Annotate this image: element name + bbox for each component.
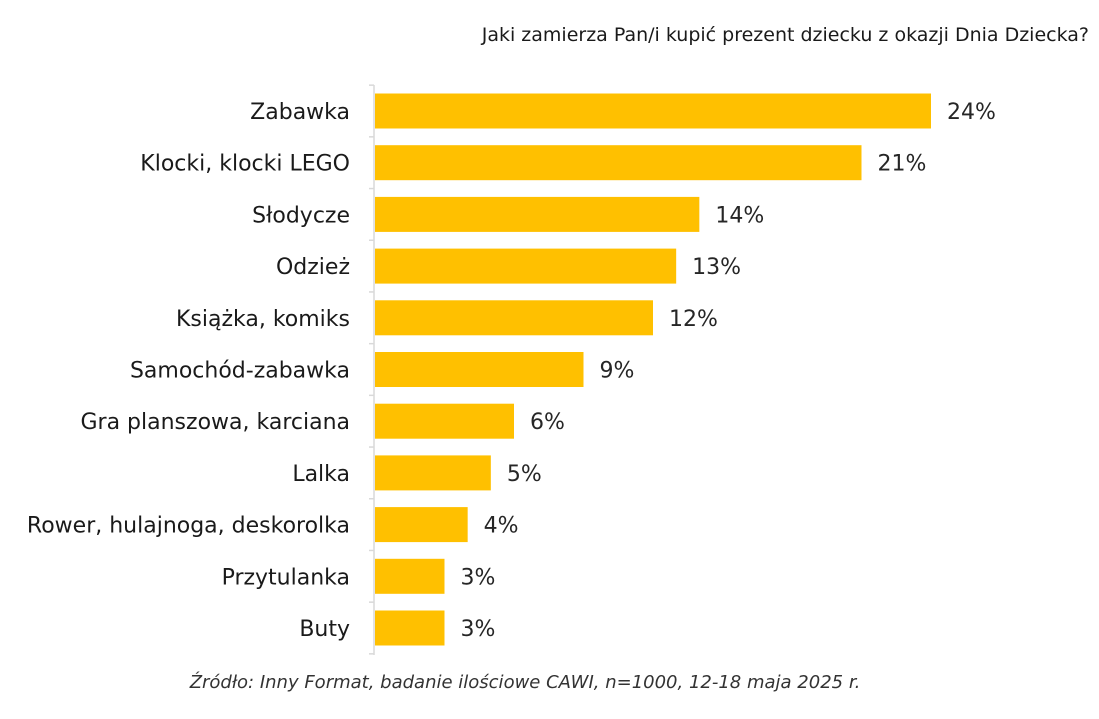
category-label: Klocki, klocki LEGO	[140, 152, 350, 177]
category-label: Gra planszowa, karciana	[80, 410, 350, 435]
data-label: 24%	[947, 100, 996, 125]
bar	[375, 248, 677, 284]
source-note: Źródło: Inny Format, badanie ilościowe C…	[189, 672, 861, 693]
data-label: 21%	[878, 152, 927, 177]
category-label: Lalka	[292, 462, 350, 487]
data-label: 9%	[600, 359, 635, 384]
data-label: 3%	[461, 617, 496, 642]
bar	[375, 145, 862, 181]
bar	[375, 352, 584, 387]
data-label: 3%	[461, 565, 496, 590]
category-label: Samochód-zabawka	[130, 359, 350, 384]
data-label: 12%	[669, 307, 718, 332]
category-label: Słodycze	[252, 203, 350, 228]
category-label: Buty	[299, 617, 350, 642]
bar	[375, 93, 931, 129]
category-label: Książka, komiks	[176, 307, 350, 332]
bar	[375, 610, 445, 646]
bar	[375, 403, 514, 439]
data-label: 13%	[692, 255, 741, 280]
data-label: 6%	[530, 410, 565, 435]
category-label: Zabawka	[250, 100, 350, 125]
bar	[375, 455, 491, 491]
category-label: Przytulanka	[222, 565, 350, 590]
data-label: 14%	[715, 203, 764, 228]
bar	[375, 558, 445, 594]
data-label: 4%	[484, 514, 519, 539]
chart-title: Jaki zamierza Pan/i kupić prezent dzieck…	[481, 24, 1089, 46]
bar	[375, 300, 653, 336]
bar	[375, 507, 468, 543]
bar	[375, 196, 700, 232]
category-label: Odzież	[276, 255, 350, 280]
data-label: 5%	[507, 462, 542, 487]
category-label: Rower, hulajnoga, deskorolka	[27, 514, 350, 539]
